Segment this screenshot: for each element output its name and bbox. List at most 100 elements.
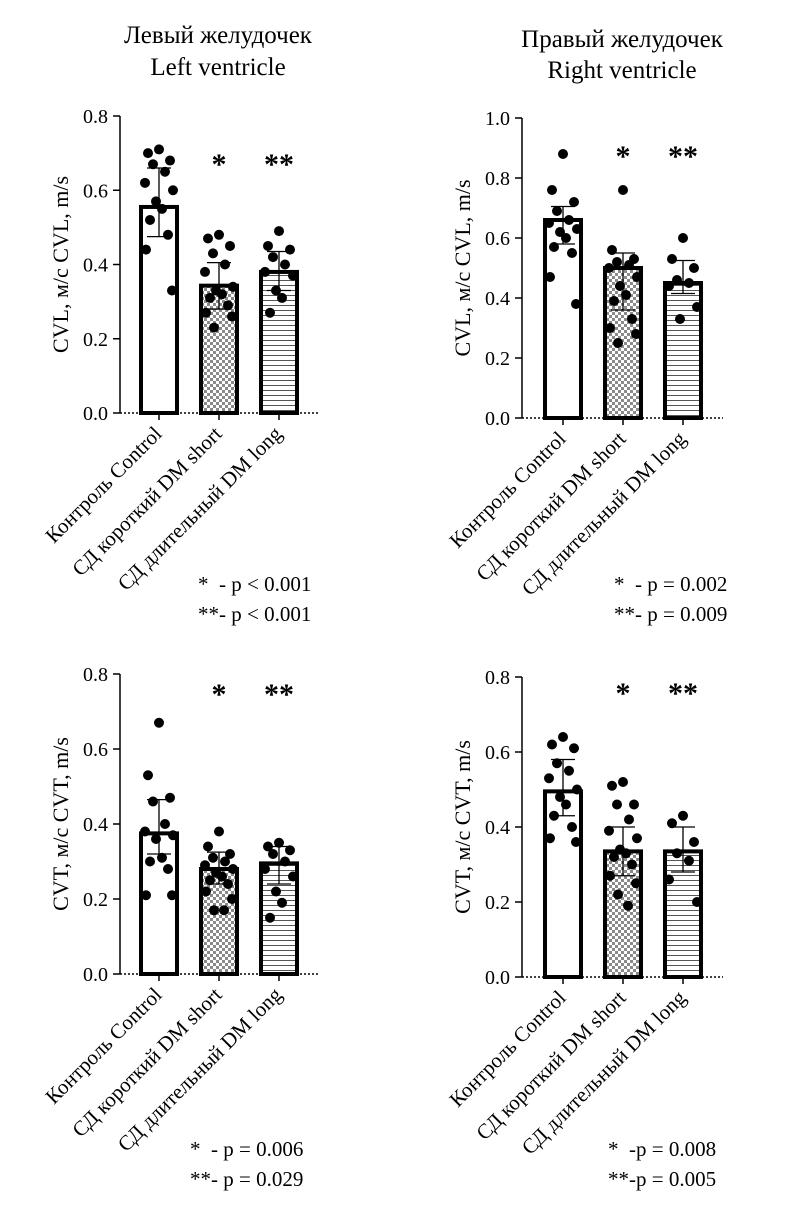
panel-4: CVT, м/с CVT, m/s0.00.20.40.60.8Контроль… bbox=[444, 667, 723, 1191]
y-tick-label: 0.4 bbox=[485, 288, 510, 310]
data-point bbox=[154, 717, 164, 728]
data-point bbox=[168, 830, 178, 841]
data-point bbox=[217, 289, 227, 300]
data-point bbox=[558, 149, 568, 159]
data-point bbox=[157, 852, 167, 863]
data-point bbox=[205, 875, 215, 886]
data-point bbox=[268, 849, 278, 859]
data-point bbox=[544, 773, 554, 784]
data-point bbox=[140, 826, 150, 837]
data-point bbox=[163, 864, 173, 874]
panel-title-line: Правый желудочек bbox=[521, 26, 724, 53]
data-point bbox=[627, 314, 637, 324]
data-point bbox=[160, 819, 170, 829]
data-point bbox=[569, 197, 579, 207]
data-point bbox=[567, 248, 577, 258]
significance-marker: * bbox=[616, 677, 631, 710]
data-point bbox=[567, 822, 577, 832]
data-point bbox=[200, 860, 210, 871]
data-point bbox=[285, 845, 295, 856]
p-value-note: * -p = 0.008 bbox=[608, 1137, 716, 1161]
data-point bbox=[223, 300, 233, 311]
data-point bbox=[288, 871, 298, 882]
p-value-note: **-p = 0.005 bbox=[608, 1167, 716, 1191]
data-point bbox=[227, 894, 237, 904]
data-point bbox=[555, 792, 565, 802]
panel-2: Правый желудочек Right ventricle CVL, м/с … bbox=[444, 26, 727, 626]
y-tick-label: 0.4 bbox=[83, 255, 108, 277]
data-point bbox=[165, 155, 175, 166]
data-point bbox=[140, 177, 150, 188]
data-point bbox=[631, 878, 641, 889]
panel-title-line: Right ventricle bbox=[547, 57, 696, 84]
data-point bbox=[201, 307, 211, 318]
significance-marker: * bbox=[616, 140, 631, 173]
y-tick-label: 0.8 bbox=[485, 667, 510, 689]
data-point bbox=[214, 229, 224, 240]
data-point bbox=[629, 799, 639, 810]
data-point bbox=[165, 792, 175, 803]
y-tick-label: 0.8 bbox=[83, 664, 108, 686]
data-point bbox=[228, 864, 238, 874]
p-value-note: **- p < 0.001 bbox=[198, 602, 311, 626]
significance-marker: * bbox=[212, 148, 227, 181]
data-point bbox=[684, 278, 694, 288]
data-point bbox=[205, 292, 215, 303]
bar bbox=[139, 204, 179, 415]
data-point bbox=[277, 897, 287, 908]
y-axis-label: CVT, м/с CVT, m/s bbox=[48, 737, 73, 911]
data-point bbox=[678, 810, 688, 821]
y-tick-label: 0.6 bbox=[83, 739, 108, 761]
y-tick-label: 0.0 bbox=[83, 403, 108, 425]
data-point bbox=[572, 224, 582, 234]
data-point bbox=[613, 889, 623, 900]
data-point bbox=[203, 233, 213, 244]
data-point bbox=[613, 338, 623, 348]
data-point bbox=[157, 203, 167, 214]
data-point bbox=[564, 765, 574, 776]
data-point bbox=[667, 818, 677, 829]
data-point bbox=[143, 770, 153, 781]
data-point bbox=[612, 799, 622, 810]
data-point bbox=[618, 777, 628, 787]
data-point bbox=[615, 281, 625, 291]
data-point bbox=[280, 259, 290, 270]
data-point bbox=[621, 848, 631, 859]
data-point bbox=[203, 841, 213, 852]
data-point bbox=[260, 864, 270, 874]
data-point bbox=[552, 758, 562, 769]
y-tick-label: 0.2 bbox=[83, 329, 108, 351]
y-axis-label: CVL, м/с CVL, m/s bbox=[48, 176, 73, 353]
data-point bbox=[564, 215, 574, 225]
data-point bbox=[168, 185, 178, 196]
data-point bbox=[667, 254, 677, 264]
data-point bbox=[288, 270, 298, 281]
data-point bbox=[151, 196, 161, 207]
data-point bbox=[220, 856, 230, 867]
data-point bbox=[547, 185, 557, 195]
data-point bbox=[547, 739, 557, 750]
data-point bbox=[274, 226, 284, 237]
y-tick-label: 0.2 bbox=[485, 892, 510, 914]
data-point bbox=[605, 323, 615, 333]
data-point bbox=[545, 272, 555, 282]
data-point bbox=[684, 855, 694, 866]
significance-marker: ** bbox=[264, 148, 294, 181]
p-value-note: * - p < 0.001 bbox=[198, 572, 311, 596]
data-point bbox=[265, 307, 275, 318]
data-point bbox=[143, 148, 153, 159]
data-point bbox=[209, 905, 219, 916]
data-point bbox=[148, 159, 158, 170]
data-point bbox=[545, 833, 555, 844]
p-value-note: **- p = 0.009 bbox=[614, 602, 727, 626]
p-value-note: **- p = 0.029 bbox=[190, 1167, 303, 1191]
panel-title-line: Left ventricle bbox=[150, 54, 285, 81]
data-point bbox=[632, 272, 642, 282]
y-tick-label: 0.6 bbox=[485, 228, 510, 250]
data-point bbox=[285, 244, 295, 255]
data-point bbox=[160, 166, 170, 177]
data-point bbox=[141, 890, 151, 901]
panel-3: CVT, м/с CVT, m/s0.00.20.40.60.8Контроль… bbox=[40, 664, 319, 1191]
data-point bbox=[675, 314, 685, 324]
